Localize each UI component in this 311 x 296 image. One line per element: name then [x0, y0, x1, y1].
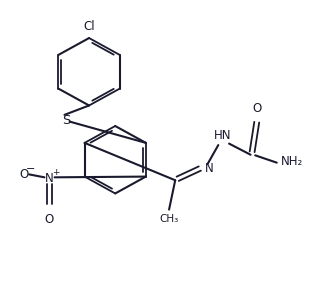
Text: −: − [26, 163, 35, 173]
Text: NH₂: NH₂ [281, 155, 304, 168]
Text: N: N [204, 162, 213, 175]
Text: O: O [19, 168, 28, 181]
Text: O: O [44, 213, 54, 226]
Text: S: S [62, 114, 70, 127]
Text: Cl: Cl [83, 20, 95, 33]
Text: CH₃: CH₃ [160, 214, 179, 224]
Text: N: N [45, 172, 53, 185]
Text: +: + [52, 168, 60, 177]
Text: O: O [252, 102, 261, 115]
Text: HN: HN [214, 129, 232, 142]
